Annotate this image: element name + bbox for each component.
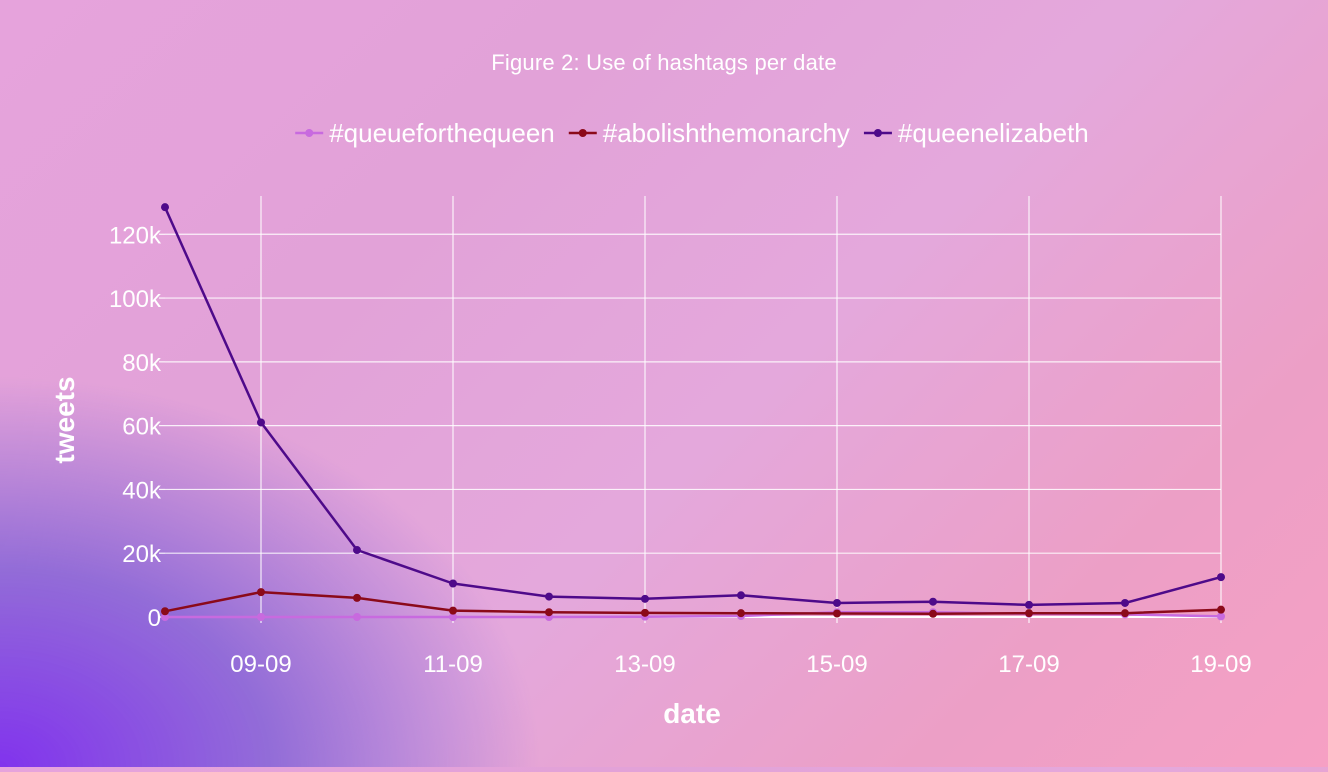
x-tick-label: 11-09 bbox=[423, 651, 483, 678]
data-point[interactable] bbox=[929, 609, 937, 618]
y-tick-label: 60k bbox=[122, 414, 162, 441]
data-point[interactable] bbox=[1217, 612, 1225, 621]
legend-swatch-marker bbox=[873, 129, 882, 137]
data-point[interactable] bbox=[545, 592, 553, 601]
legend-swatch-marker bbox=[305, 129, 314, 137]
chart-grid bbox=[165, 196, 1222, 618]
data-point[interactable] bbox=[449, 606, 457, 615]
legend-item-2[interactable]: #queenelizabeth bbox=[863, 118, 1089, 148]
data-point[interactable] bbox=[353, 546, 361, 555]
data-point[interactable] bbox=[929, 597, 937, 606]
legend-label: #queenelizabeth bbox=[898, 118, 1089, 148]
x-tick-label: 19-09 bbox=[1190, 651, 1251, 678]
x-tick-label: 13-09 bbox=[614, 651, 675, 678]
legend-item-0[interactable]: #queueforthequeen bbox=[295, 118, 555, 148]
data-point[interactable] bbox=[353, 613, 361, 621]
series-2 bbox=[161, 203, 1225, 609]
series-layer bbox=[161, 203, 1225, 621]
x-tick-label: 15-09 bbox=[806, 651, 867, 678]
data-point[interactable] bbox=[449, 579, 457, 588]
data-point[interactable] bbox=[737, 591, 745, 600]
data-point[interactable] bbox=[449, 613, 457, 621]
y-tick-label: 100k bbox=[109, 286, 162, 313]
legend-swatch-marker bbox=[578, 129, 587, 137]
data-point[interactable] bbox=[161, 203, 169, 212]
page-title: Figure 2: Use of hashtags per date bbox=[491, 50, 837, 75]
data-point[interactable] bbox=[1217, 573, 1225, 582]
legend-item-1[interactable]: #abolishthemonarchy bbox=[568, 118, 850, 148]
data-point[interactable] bbox=[1121, 609, 1129, 618]
x-tick-label: 17-09 bbox=[998, 651, 1059, 678]
legend-label: #queueforthequeen bbox=[329, 118, 555, 148]
series-1 bbox=[161, 588, 1225, 618]
data-point[interactable] bbox=[833, 609, 841, 618]
series-line bbox=[164, 590, 1222, 616]
y-tick-label: 120k bbox=[109, 222, 162, 249]
data-point[interactable] bbox=[161, 607, 169, 616]
data-point[interactable] bbox=[1025, 609, 1033, 618]
chart-legend: #queueforthequeen #abolishthemonarchy #que… bbox=[295, 118, 1089, 148]
y-tick-label: 80k bbox=[122, 350, 162, 377]
x-axis-label: date bbox=[663, 698, 721, 729]
data-point[interactable] bbox=[257, 613, 265, 621]
x-tick-label: 09-09 bbox=[230, 651, 291, 678]
series-line bbox=[163, 206, 1222, 607]
series-0 bbox=[161, 608, 1225, 621]
data-point[interactable] bbox=[1121, 598, 1129, 607]
data-point[interactable] bbox=[545, 608, 553, 617]
legend-label: #abolishthemonarchy bbox=[603, 118, 850, 148]
data-point[interactable] bbox=[1025, 600, 1033, 609]
data-point[interactable] bbox=[641, 608, 649, 617]
data-point[interactable] bbox=[737, 609, 745, 618]
data-point[interactable] bbox=[161, 613, 169, 621]
y-tick-label: 40k bbox=[122, 477, 162, 504]
y-tick-label: 0 bbox=[148, 605, 161, 632]
y-axis-ticks: 0 20k 40k 60k 80k 100k 120k bbox=[109, 222, 165, 632]
x-axis-ticks: 09-09 11-09 13-09 15-09 17-09 19-09 bbox=[230, 617, 1252, 678]
data-point[interactable] bbox=[257, 588, 265, 597]
data-point[interactable] bbox=[833, 598, 841, 607]
data-point[interactable] bbox=[1217, 605, 1225, 614]
data-point[interactable] bbox=[353, 593, 361, 602]
y-axis-label: tweets bbox=[49, 376, 80, 463]
y-tick-label: 20k bbox=[122, 541, 162, 568]
data-point[interactable] bbox=[641, 594, 649, 603]
data-point[interactable] bbox=[257, 418, 265, 427]
